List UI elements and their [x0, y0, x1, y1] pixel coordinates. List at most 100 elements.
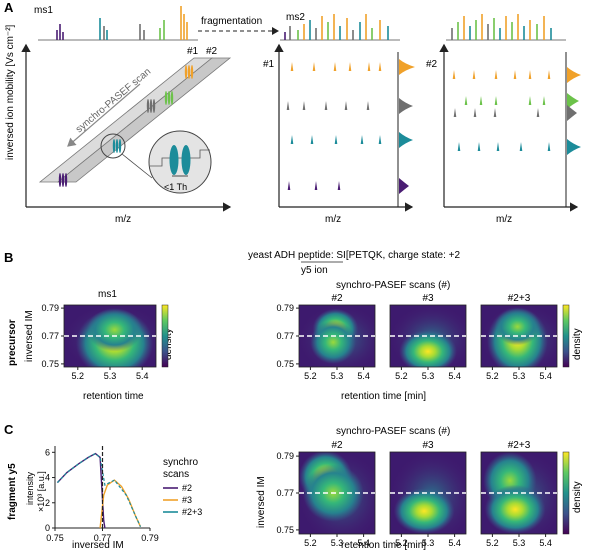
heatmap-ms1-field [64, 305, 156, 367]
panel-b-xlabel-left: retention time [83, 391, 144, 402]
heatmap-c-scan2-ytick-2: 0.75 [276, 525, 294, 535]
ms2-spectrum-2 [446, 14, 566, 41]
diag-ion-2-0 [146, 99, 150, 113]
line-chart-legend: #2 #3 #2+3 [163, 483, 202, 517]
legend-title-2: scans [163, 469, 189, 480]
heatmap-b-scan3-title: #3 [422, 293, 434, 304]
map2-ion-3-3 [519, 142, 523, 151]
diag-ion-4-2 [190, 65, 194, 79]
panel-c-ylabel: inversed IM [256, 476, 267, 528]
heatmap-b-scan23-field [481, 305, 557, 367]
heatmap-b-scan23: #2+3 5.2 5.3 5.4 [480, 293, 570, 381]
ms2-map-1-ions [286, 62, 382, 190]
prof2-peak-1 [567, 93, 579, 109]
y5-ion-label: y5 ion [301, 265, 328, 276]
heatmap-c-scan23: #2+3 5.2 5.3 5.4 [480, 440, 570, 548]
ms2-map-2-ions [452, 70, 551, 151]
heatmap-b-scan23-xtick-1: 5.3 [513, 371, 526, 381]
heatmap-ms1: 5.2 5.3 5.4 0.79 0.77 0.75 [41, 303, 169, 381]
heatmap-c-scan23-colorbar [562, 451, 570, 535]
legend-label-0: #2 [182, 483, 192, 493]
panel-b-heatmaps: 5.2 5.3 5.4 0.79 0.77 0.75 #2 5.2 5.3 5.4 0.79 0.77… [41, 293, 570, 381]
line-series-2 [56, 452, 142, 527]
heatmap-b-scan2-blob-1 [310, 320, 357, 364]
line-chart-ytick-0: 6 [45, 447, 50, 457]
panel-c-xlabel: retention time [min] [341, 540, 426, 551]
heatmap-c-scan2-xtick-1: 5.3 [331, 538, 344, 548]
diag-ion-1-2 [118, 139, 122, 153]
map1-ion-1-0 [286, 101, 290, 110]
heatmap-b-scan3-field [390, 305, 466, 367]
map2-ion-3-4 [547, 142, 551, 151]
diag-ion-1-0 [112, 139, 116, 153]
map2-ion-3-0 [457, 142, 461, 151]
diagonal-ion-peaks [58, 65, 194, 187]
heatmap-b-scan3-xtick-1: 5.3 [422, 371, 435, 381]
scan-band-2 [56, 57, 232, 183]
density-label-b-right: density [572, 328, 583, 360]
zoom-peak-2 [181, 145, 191, 175]
density-label-c: density [572, 481, 583, 513]
line-chart-ylabel-1: intensity [25, 471, 35, 505]
diag-ion-1-1 [115, 139, 119, 153]
diag-ion-3-1 [167, 91, 171, 105]
legend-label-1: #3 [182, 495, 192, 505]
fragment-intensity-line-chart: 6 4 2 00.75 0.77 0.79 [45, 446, 159, 543]
prof1-peak-2 [399, 132, 413, 148]
ms2-label: ms2 [286, 12, 305, 23]
map1-ion-1-2 [324, 101, 328, 110]
diag-ion-3-0 [164, 91, 168, 105]
prof2-peak-0 [567, 67, 581, 83]
diag-ion-0-1 [61, 173, 65, 187]
panel-c-heatmaps: #2 5.2 5.3 5.4 0.79 0.77 0.75 #3 5.2 5.3 5.4 #2+3 5.… [276, 440, 570, 548]
map2-ion-0-0 [452, 70, 456, 79]
heatmap-c-scan2-ytick-1: 0.77 [276, 488, 294, 498]
heatmap-c-scan3-title: #3 [422, 440, 434, 451]
peptide-info: yeast ADH peptide: SI[PETQK, charge stat… [248, 250, 460, 261]
map1-ion-1-1 [302, 101, 306, 110]
panel-c-synchro-title: synchro-PASEF scans (#) [336, 426, 450, 437]
heatmap-c-scan2-ytick-0: 0.79 [276, 451, 294, 461]
map1-ion-2-2 [334, 135, 338, 144]
line-chart-xtick-1: 0.77 [94, 533, 112, 543]
legend-title-1: synchro [163, 457, 198, 468]
ms1-label: ms1 [34, 5, 53, 16]
heatmap-b-scan23-xtick-0: 5.2 [486, 371, 499, 381]
map2-ion-0-4 [528, 70, 532, 79]
line-chart-ytick-2: 2 [45, 498, 50, 508]
prof1-peak-3 [399, 178, 409, 194]
line-chart-xlabel: inversed IM [72, 540, 124, 551]
scan-direction-arrow [67, 83, 141, 147]
heatmap-b-scan3-xtick-2: 5.4 [448, 371, 461, 381]
map2-ion-2-2 [493, 108, 497, 117]
map1-ion-0-4 [367, 62, 371, 71]
heatmap-c-scan2: #2 5.2 5.3 5.4 0.79 0.77 0.75 [276, 440, 376, 548]
map2-ion-2-1 [473, 108, 477, 117]
zoom-width-label: <1 Th [164, 182, 187, 192]
heatmap-c-scan3-blob-0 [393, 488, 455, 534]
heatmap-c-scan3-xtick-0: 5.2 [395, 538, 408, 548]
zoom-circle [148, 130, 212, 194]
mz-axis-label: m/z [115, 214, 131, 225]
scan-1-label: #1 [187, 46, 199, 57]
map2-ion-0-1 [472, 70, 476, 79]
fragmentation-label: fragmentation [201, 16, 262, 27]
line-chart-ytick-3: 0 [45, 523, 50, 533]
heatmap-b-scan2: #2 5.2 5.3 5.4 0.79 0.77 0.75 [276, 293, 376, 381]
heatmap-b-scan23-colorbar [562, 304, 570, 368]
map1-ion-3-2 [337, 181, 341, 190]
map1-ion-0-3 [348, 62, 352, 71]
heatmap-b-scan2-ytick-2: 0.75 [276, 359, 294, 369]
heatmap-ms1-ytick-0: 0.79 [41, 303, 59, 313]
map1-ion-2-4 [378, 135, 382, 144]
heatmap-c-scan23-xtick-0: 5.2 [486, 538, 499, 548]
map1-ion-1-3 [344, 101, 348, 110]
heatmap-c-scan3-xtick-1: 5.3 [422, 538, 435, 548]
map2-ion-0-2 [494, 70, 498, 79]
ms1-spectrum [38, 6, 198, 41]
heatmap-ms1-xtick-1: 5.3 [104, 371, 117, 381]
heatmap-c-scan2-field [299, 452, 375, 534]
panel-c-letter: C [4, 422, 14, 437]
heatmap-b-scan2-xtick-1: 5.3 [331, 371, 344, 381]
